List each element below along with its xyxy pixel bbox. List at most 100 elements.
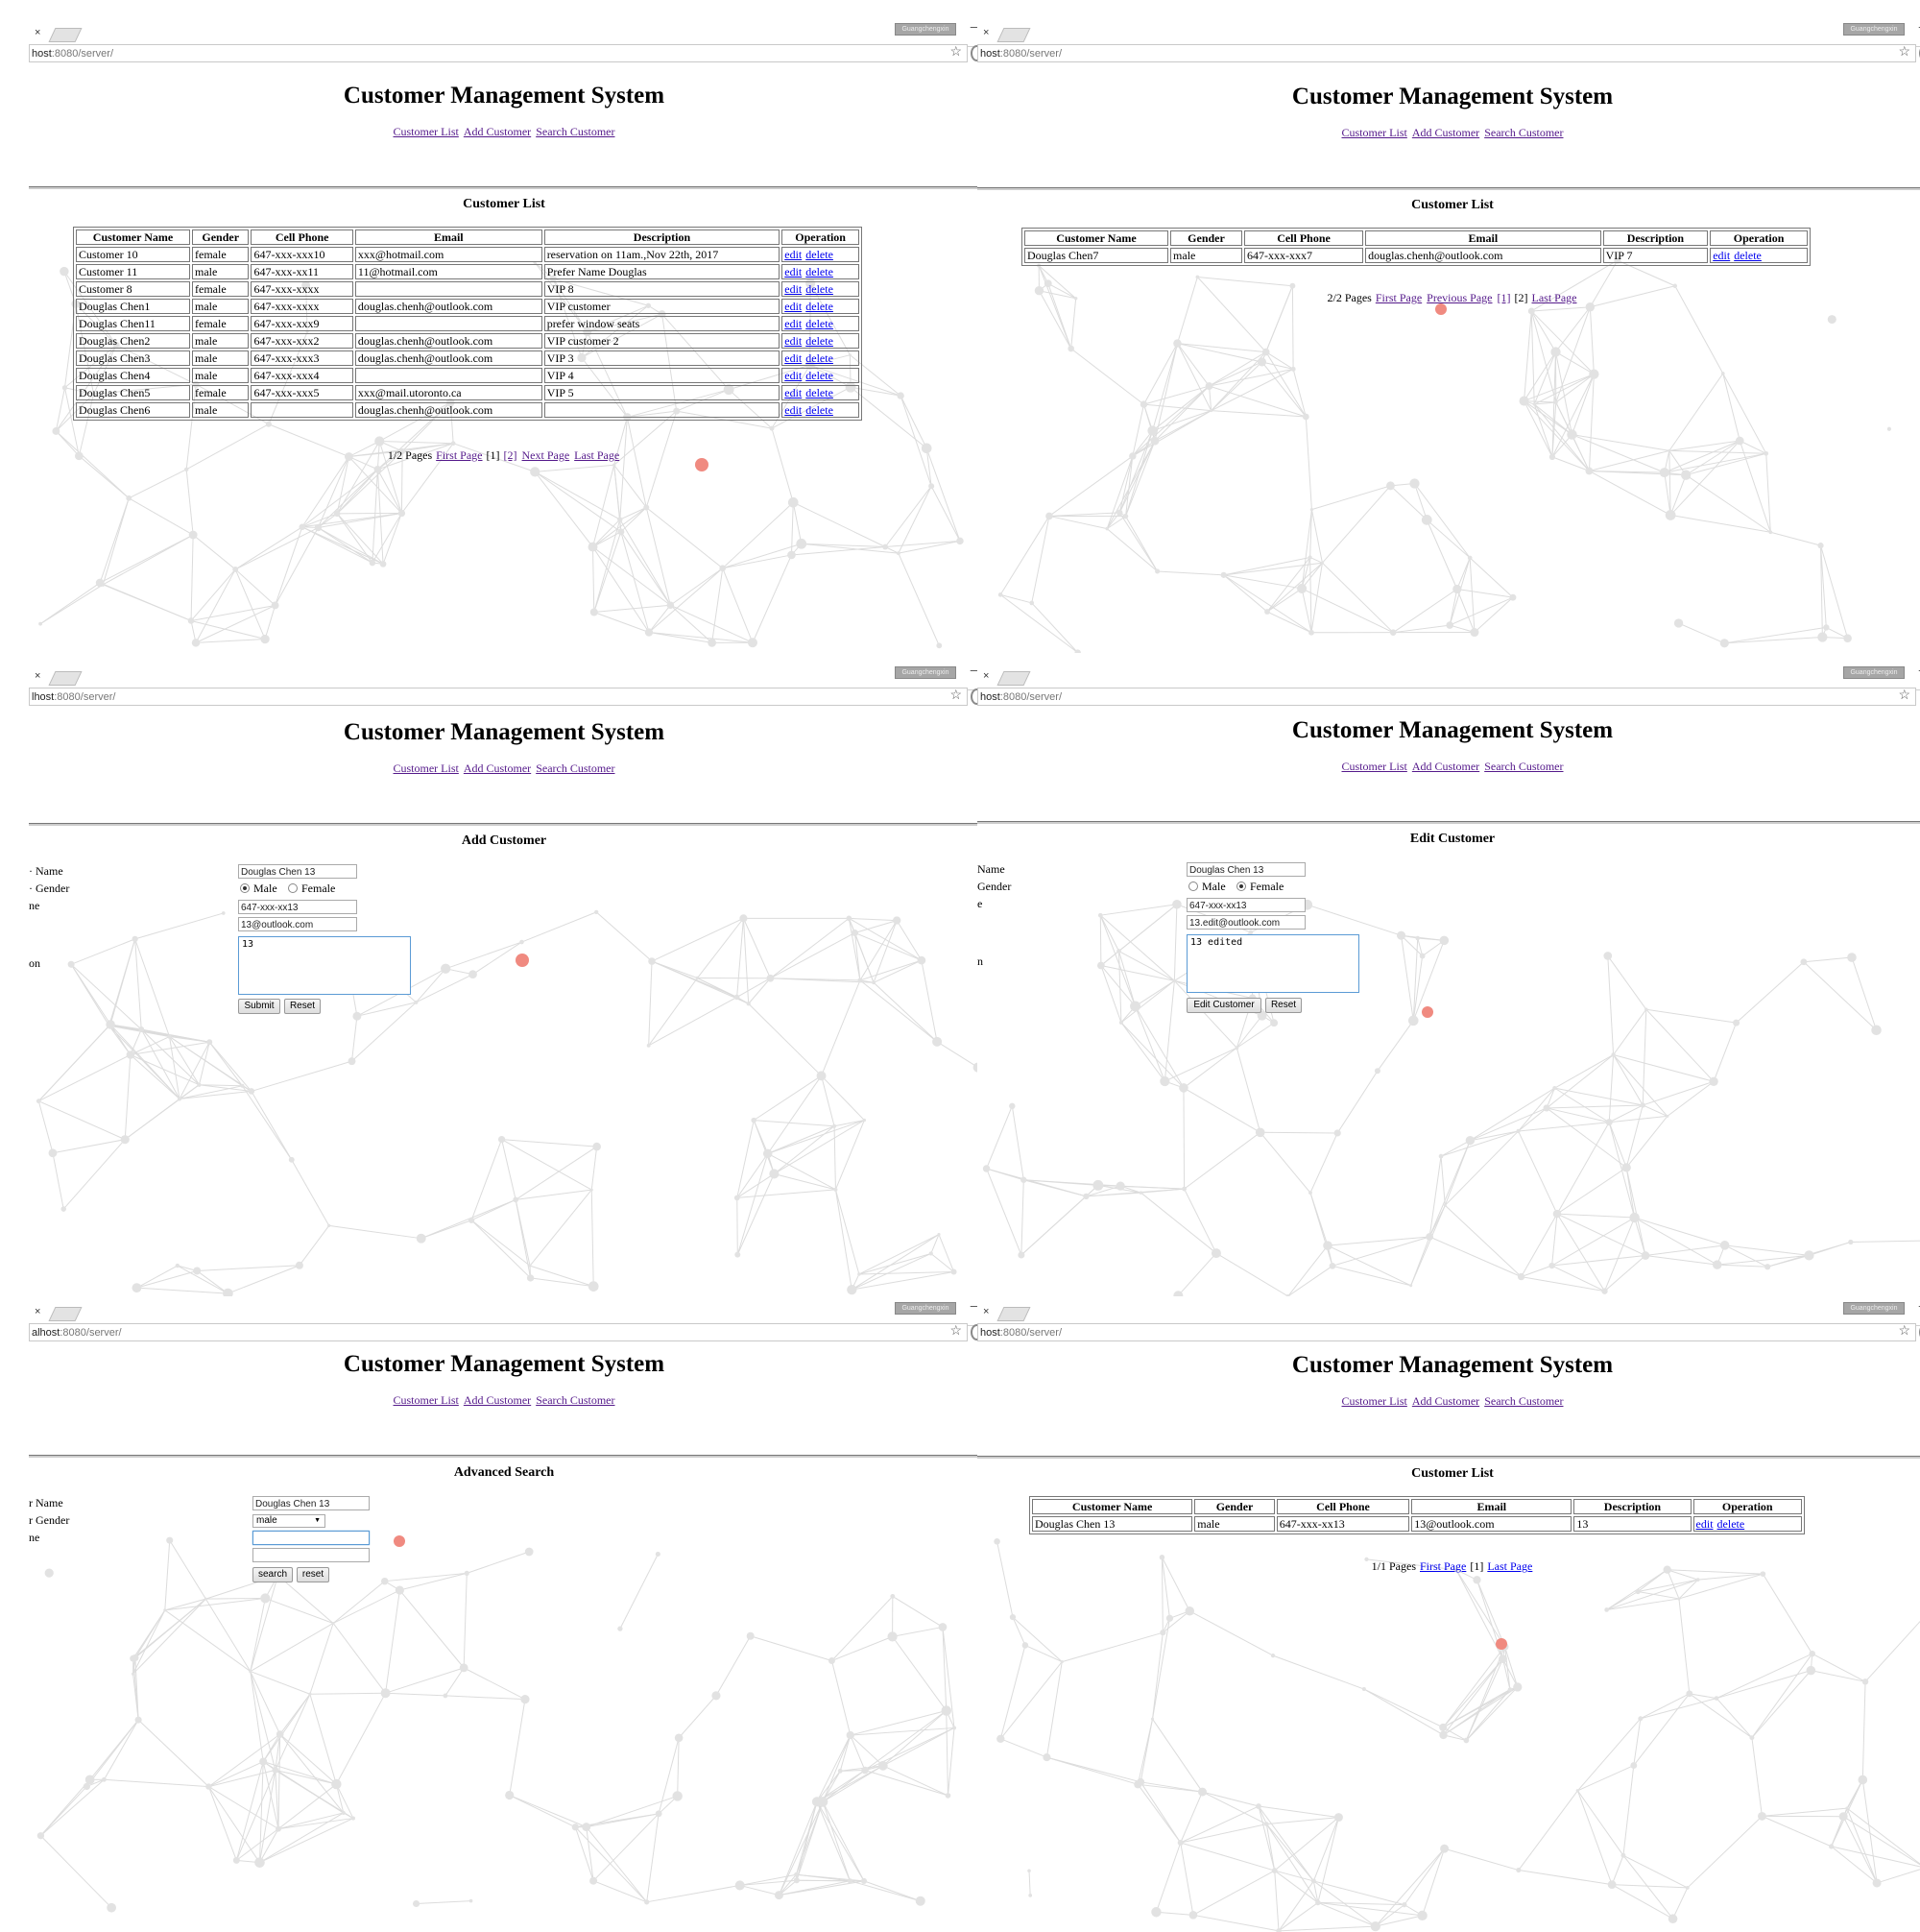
nav-search-customer[interactable]: Search Customer xyxy=(1484,1394,1563,1408)
minimize-icon[interactable]: – xyxy=(971,663,977,677)
nav-add-customer[interactable]: Add Customer xyxy=(1412,126,1479,139)
profile-badge[interactable]: Guangchengxin xyxy=(895,1302,956,1315)
delete-link[interactable]: delete xyxy=(805,369,833,382)
delete-link[interactable]: delete xyxy=(805,386,833,399)
nav-customer-list[interactable]: Customer List xyxy=(394,125,459,138)
page-1-link[interactable]: [1] xyxy=(1498,291,1511,304)
address-bar[interactable]: host:8080/server/ xyxy=(977,44,1916,62)
search-button[interactable]: search xyxy=(252,1567,293,1582)
nav-add-customer[interactable]: Add Customer xyxy=(464,125,531,138)
bookmark-star-icon[interactable]: ☆ xyxy=(1898,1322,1910,1339)
address-bar[interactable]: host:8080/server/ xyxy=(977,1323,1916,1341)
new-tab-button[interactable] xyxy=(997,1307,1031,1321)
new-tab-button[interactable] xyxy=(49,671,83,686)
name-input[interactable]: Douglas Chen 13 xyxy=(1187,862,1306,877)
nav-add-customer[interactable]: Add Customer xyxy=(464,1393,531,1407)
gender-male-radio[interactable]: Male xyxy=(240,881,277,896)
minimize-icon[interactable]: – xyxy=(971,1298,977,1313)
delete-link[interactable]: delete xyxy=(805,351,833,365)
tab-close-icon[interactable]: × xyxy=(35,670,40,682)
edit-link[interactable]: edit xyxy=(784,282,802,296)
reset-button[interactable]: reset xyxy=(297,1567,329,1582)
delete-link[interactable]: delete xyxy=(805,317,833,330)
edit-link[interactable]: edit xyxy=(784,334,802,348)
nav-search-customer[interactable]: Search Customer xyxy=(1484,126,1563,139)
reset-button[interactable]: Reset xyxy=(284,999,321,1014)
submit-button[interactable]: Submit xyxy=(238,999,280,1014)
delete-link[interactable]: delete xyxy=(805,334,833,348)
edit-link[interactable]: edit xyxy=(784,265,802,278)
bookmark-star-icon[interactable]: ☆ xyxy=(1898,687,1910,703)
nav-search-customer[interactable]: Search Customer xyxy=(536,761,614,775)
nav-customer-list[interactable]: Customer List xyxy=(1342,760,1407,773)
bookmark-star-icon[interactable]: ☆ xyxy=(949,1322,962,1339)
edit-link[interactable]: edit xyxy=(784,369,802,382)
tab-close-icon[interactable]: × xyxy=(35,1306,40,1317)
page-2-link[interactable]: [2] xyxy=(504,448,517,462)
profile-badge[interactable]: Guangchengxin xyxy=(1843,666,1905,679)
reset-button[interactable]: Reset xyxy=(1265,998,1302,1013)
nav-add-customer[interactable]: Add Customer xyxy=(1412,760,1479,773)
edit-link[interactable]: edit xyxy=(1713,249,1730,262)
bookmark-star-icon[interactable]: ☆ xyxy=(1898,43,1910,60)
profile-badge[interactable]: Guangchengxin xyxy=(895,666,956,679)
delete-link[interactable]: delete xyxy=(805,282,833,296)
nav-customer-list[interactable]: Customer List xyxy=(1342,126,1407,139)
edit-link[interactable]: edit xyxy=(1696,1517,1714,1531)
email-input[interactable]: 13.edit@outlook.com xyxy=(1187,915,1306,930)
first-page-link[interactable]: First Page xyxy=(1376,291,1422,304)
name-input[interactable]: Douglas Chen 13 xyxy=(238,864,357,879)
name-search-input[interactable]: Douglas Chen 13 xyxy=(252,1496,370,1510)
first-page-link[interactable]: First Page xyxy=(1420,1559,1466,1573)
nav-search-customer[interactable]: Search Customer xyxy=(536,125,614,138)
new-tab-button[interactable] xyxy=(49,1307,83,1321)
tab-close-icon[interactable]: × xyxy=(983,670,989,682)
nav-add-customer[interactable]: Add Customer xyxy=(464,761,531,775)
nav-search-customer[interactable]: Search Customer xyxy=(536,1393,614,1407)
phone-input[interactable]: 647-xxx-xx13 xyxy=(1187,898,1306,912)
new-tab-button[interactable] xyxy=(997,28,1031,42)
minimize-icon[interactable]: – xyxy=(971,19,977,34)
delete-link[interactable]: delete xyxy=(1717,1517,1745,1531)
tab-close-icon[interactable]: × xyxy=(35,27,40,38)
nav-customer-list[interactable]: Customer List xyxy=(394,1393,459,1407)
edit-link[interactable]: edit xyxy=(784,351,802,365)
delete-link[interactable]: delete xyxy=(805,403,833,417)
edit-link[interactable]: edit xyxy=(784,403,802,417)
gender-female-radio[interactable]: Female xyxy=(1236,880,1284,894)
nav-customer-list[interactable]: Customer List xyxy=(1342,1394,1407,1408)
profile-badge[interactable]: Guangchengxin xyxy=(1843,23,1905,36)
profile-badge[interactable]: Guangchengxin xyxy=(895,23,956,36)
first-page-link[interactable]: First Page xyxy=(436,448,482,462)
description-textarea[interactable]: 13 xyxy=(238,936,411,995)
delete-link[interactable]: delete xyxy=(805,265,833,278)
gender-female-radio[interactable]: Female xyxy=(288,881,335,896)
address-bar[interactable]: alhost:8080/server/ xyxy=(29,1323,968,1341)
nav-customer-list[interactable]: Customer List xyxy=(394,761,459,775)
next-page-link[interactable]: Next Page xyxy=(522,448,570,462)
bookmark-star-icon[interactable]: ☆ xyxy=(949,687,962,703)
gender-male-radio[interactable]: Male xyxy=(1188,880,1226,894)
tab-close-icon[interactable]: × xyxy=(983,1306,989,1317)
phone-search-input[interactable] xyxy=(252,1531,370,1545)
edit-link[interactable]: edit xyxy=(784,317,802,330)
email-input[interactable]: 13@outlook.com xyxy=(238,917,357,931)
profile-badge[interactable]: Guangchengxin xyxy=(1843,1302,1905,1315)
delete-link[interactable]: delete xyxy=(1734,249,1762,262)
new-tab-button[interactable] xyxy=(49,28,83,42)
email-search-input[interactable] xyxy=(252,1548,370,1562)
new-tab-button[interactable] xyxy=(997,671,1031,686)
phone-input[interactable]: 647-xxx-xx13 xyxy=(238,900,357,914)
tab-close-icon[interactable]: × xyxy=(983,27,989,38)
last-page-link[interactable]: Last Page xyxy=(574,448,619,462)
delete-link[interactable]: delete xyxy=(805,248,833,261)
description-textarea[interactable]: 13 edited xyxy=(1187,934,1359,993)
address-bar[interactable]: lhost:8080/server/ xyxy=(29,688,968,706)
gender-select[interactable]: male▼ xyxy=(252,1514,325,1528)
address-bar[interactable]: host:8080/server/ xyxy=(977,688,1916,706)
nav-add-customer[interactable]: Add Customer xyxy=(1412,1394,1479,1408)
edit-link[interactable]: edit xyxy=(784,300,802,313)
address-bar[interactable]: host:8080/server/ xyxy=(29,44,968,62)
delete-link[interactable]: delete xyxy=(805,300,833,313)
nav-search-customer[interactable]: Search Customer xyxy=(1484,760,1563,773)
